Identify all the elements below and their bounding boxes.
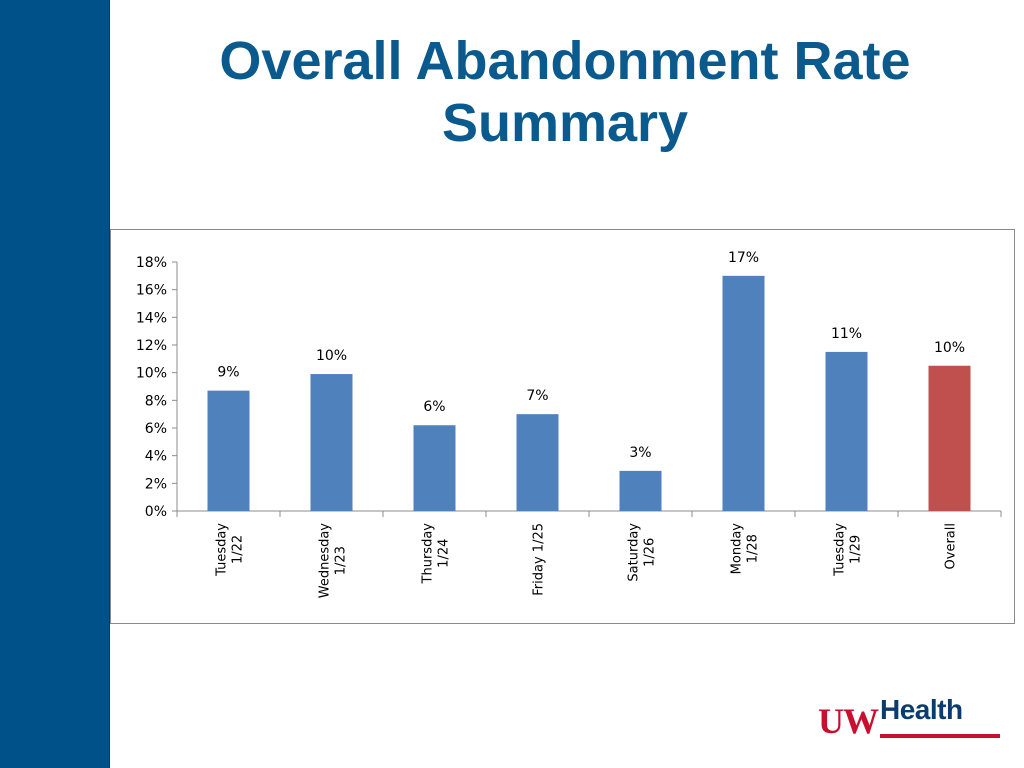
x-category-label: Overall	[944, 523, 959, 569]
logo-uw-text: UW	[818, 701, 879, 741]
x-category-label: Tuesday 1/22	[215, 523, 246, 577]
data-label: 11%	[831, 326, 862, 342]
data-label: 6%	[423, 399, 445, 415]
bar-chart: 0%2%4%6%8%10%12%14%16%18%9%Tuesday 1/2210…	[136, 250, 1002, 599]
x-category-label-line: 1/28	[746, 534, 761, 563]
bar	[722, 275, 765, 511]
data-label: 9%	[217, 365, 239, 381]
slide-title: Overall Abandonment Rate Summary	[150, 30, 980, 154]
chart-container: 0% 2% 4% 6% 8% 10% 12% 14% 16% 18% 9% Tuesday 1/22 10…	[110, 229, 1015, 624]
bar	[619, 470, 662, 511]
bar	[516, 414, 559, 511]
x-category-label-line: 1/22	[231, 535, 246, 564]
x-category-label: Wednesday 1/23	[318, 523, 349, 599]
data-label: 17%	[728, 250, 759, 266]
y-tick-label: 18%	[136, 255, 167, 271]
y-tick-label: 14%	[136, 310, 167, 326]
left-accent-bar	[0, 0, 110, 768]
slide-title-line1: Overall Abandonment Rate	[219, 31, 911, 91]
x-category-label-line: 1/24	[437, 539, 452, 568]
y-tick-label: 8%	[145, 393, 167, 409]
bar	[207, 390, 250, 511]
bar	[310, 374, 353, 511]
slide-title-line2: Summary	[441, 93, 689, 153]
x-category-label-line: 1/29	[849, 535, 864, 564]
x-category-label-line: Tuesday	[215, 523, 230, 577]
y-tick-label: 10%	[136, 366, 167, 382]
y-tick-label: 0%	[145, 504, 167, 520]
y-tick-label: 4%	[145, 449, 167, 465]
data-label: 3%	[629, 445, 651, 461]
bar	[928, 365, 971, 511]
x-category-label: Thursday 1/24	[421, 523, 452, 585]
y-tick-label: 12%	[136, 338, 167, 354]
y-tick-label: 2%	[145, 476, 167, 492]
data-label: 7%	[526, 388, 548, 404]
x-category-label-line: Saturday	[627, 523, 642, 582]
bar	[413, 425, 456, 511]
uw-health-logo: UW Health	[818, 694, 1003, 744]
x-category-label: Tuesday 1/29	[833, 523, 864, 577]
bar	[825, 351, 868, 511]
data-label: 10%	[934, 340, 965, 356]
x-category-label-line: 1/26	[643, 538, 658, 567]
x-category-label: Saturday 1/26	[627, 523, 658, 582]
x-category-label-line: Overall	[944, 523, 959, 569]
x-category-label: Monday 1/28	[730, 523, 761, 575]
x-category-label-line: Tuesday	[833, 523, 848, 577]
data-label: 10%	[316, 348, 347, 364]
logo-health-text: Health	[880, 694, 963, 725]
y-tick-label: 16%	[136, 283, 167, 299]
x-category-label-line: Friday 1/25	[532, 523, 547, 596]
logo-underline	[880, 734, 1000, 738]
x-category-label-line: Monday	[730, 523, 745, 575]
x-category-label-line: Thursday	[421, 523, 436, 585]
x-category-label-line: 1/23	[334, 546, 349, 575]
x-category-label-line: Wednesday	[318, 523, 333, 599]
x-category-label: Friday 1/25	[532, 523, 547, 596]
y-tick-label: 6%	[145, 421, 167, 437]
